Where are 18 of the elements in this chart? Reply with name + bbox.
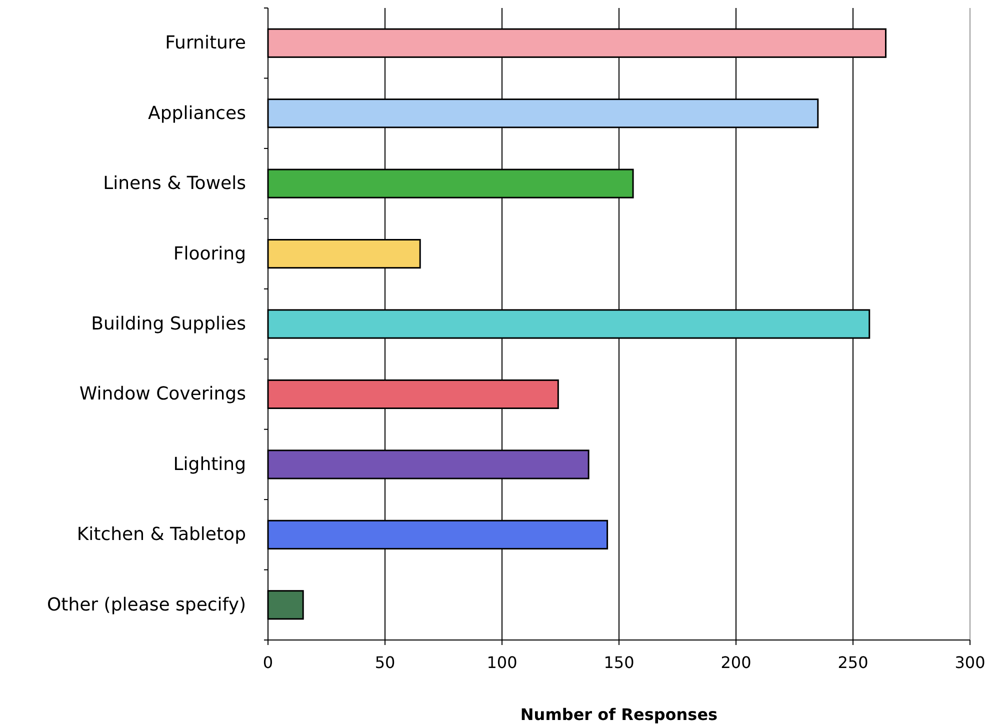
y-tick-label: Kitchen & Tabletop <box>76 524 246 546</box>
x-tick-label: 200 <box>720 653 752 672</box>
x-tick-label: 50 <box>374 653 396 672</box>
y-tick-label: Linens & Towels <box>103 173 246 194</box>
y-tick-label: Furniture <box>165 32 246 54</box>
y-tick-label: Window Coverings <box>79 384 246 405</box>
y-tick-label: Lighting <box>173 454 246 475</box>
x-tick-label: 150 <box>604 653 634 672</box>
x-tick-label: 250 <box>838 653 868 672</box>
y-tick-label: Other (please specify) <box>46 594 246 616</box>
x-tick-label: 100 <box>486 653 518 672</box>
y-tick-label: Appliances <box>148 102 246 124</box>
y-tick-label: Flooring <box>173 243 246 264</box>
x-tick-label: 0 <box>262 653 274 672</box>
x-axis-title: Number of Responses <box>520 705 718 724</box>
y-tick-label: Building Supplies <box>91 314 246 334</box>
x-tick-label: 300 <box>954 653 986 672</box>
bar <box>267 590 304 620</box>
